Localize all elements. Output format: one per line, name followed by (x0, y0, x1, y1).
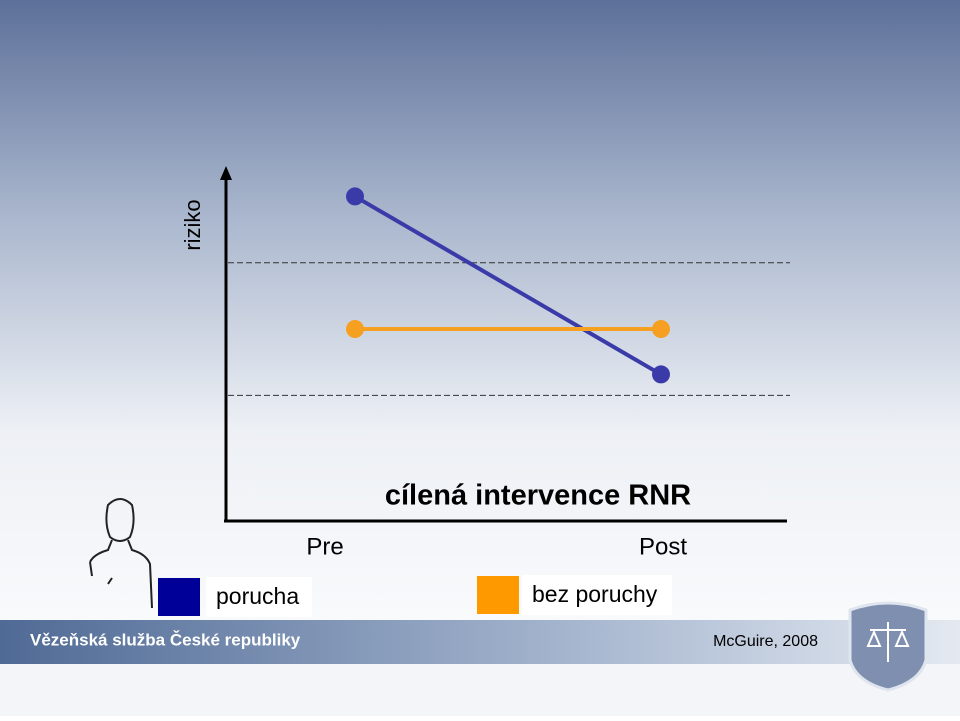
legend-label: porucha (216, 583, 299, 609)
legend-swatch (158, 578, 200, 616)
x-tick-label: Pre (306, 533, 343, 560)
legend-box (522, 575, 672, 615)
annotation: cílená intervence RNR (385, 480, 691, 512)
person-icon (89, 498, 153, 609)
marker (652, 320, 670, 339)
footer-bottom (0, 664, 960, 716)
legend-box (206, 577, 312, 617)
series-line (353, 194, 663, 377)
organization: Vězeňská služba České republiky (30, 630, 301, 649)
legend-label: bez poruchy (532, 581, 658, 607)
y-axis-arrow (220, 166, 232, 180)
marker (652, 365, 670, 384)
legend-swatch (477, 576, 519, 614)
x-tick-label: Post (639, 533, 687, 560)
y-axis-label: riziko (180, 199, 205, 250)
citation: McGuire, 2008 (713, 633, 818, 650)
footer-band (0, 620, 960, 664)
marker (346, 320, 364, 339)
marker (346, 187, 364, 206)
logo (848, 601, 928, 692)
